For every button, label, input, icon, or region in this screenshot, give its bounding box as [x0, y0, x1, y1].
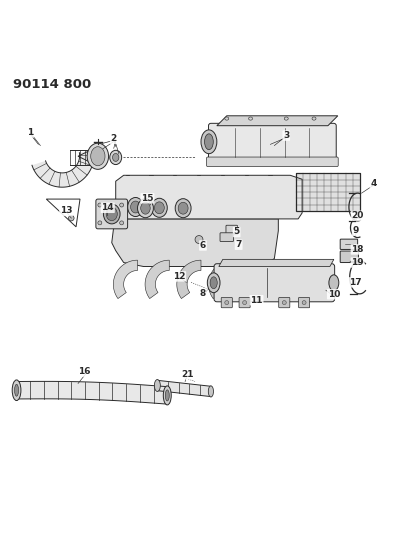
Text: 18: 18: [351, 245, 364, 254]
Text: 1: 1: [27, 128, 33, 137]
Polygon shape: [17, 382, 167, 404]
Ellipse shape: [138, 199, 153, 217]
Bar: [296, 173, 360, 211]
Ellipse shape: [151, 198, 167, 217]
Ellipse shape: [163, 386, 171, 405]
FancyBboxPatch shape: [220, 233, 234, 241]
Ellipse shape: [141, 202, 150, 214]
Text: 15: 15: [141, 194, 154, 203]
Text: 10: 10: [328, 290, 340, 299]
Text: 20: 20: [351, 211, 364, 220]
Polygon shape: [177, 260, 201, 298]
Ellipse shape: [175, 199, 191, 217]
Ellipse shape: [329, 275, 339, 290]
Ellipse shape: [87, 143, 109, 169]
Circle shape: [302, 301, 306, 304]
Circle shape: [98, 203, 102, 207]
Circle shape: [98, 221, 102, 225]
Text: 17: 17: [349, 278, 362, 287]
FancyBboxPatch shape: [226, 225, 238, 235]
Polygon shape: [217, 116, 338, 126]
Text: 9: 9: [353, 227, 359, 235]
Text: 5: 5: [234, 228, 240, 237]
Text: 90114 800: 90114 800: [13, 78, 91, 91]
Ellipse shape: [165, 390, 169, 401]
Text: 8: 8: [200, 289, 206, 298]
FancyBboxPatch shape: [221, 297, 232, 308]
Circle shape: [120, 221, 124, 225]
Ellipse shape: [154, 202, 164, 214]
Circle shape: [225, 301, 229, 304]
FancyBboxPatch shape: [279, 297, 290, 308]
FancyBboxPatch shape: [207, 157, 338, 166]
Text: 3: 3: [283, 131, 289, 140]
Ellipse shape: [284, 117, 288, 120]
Text: 21: 21: [181, 370, 193, 379]
Ellipse shape: [201, 130, 217, 154]
Text: 12: 12: [173, 272, 185, 281]
Text: 7: 7: [236, 240, 242, 249]
Polygon shape: [112, 219, 278, 266]
Circle shape: [68, 215, 74, 221]
Text: 19: 19: [351, 258, 364, 267]
Polygon shape: [113, 260, 138, 298]
Polygon shape: [32, 150, 94, 187]
Text: 4: 4: [370, 179, 377, 188]
Polygon shape: [145, 260, 169, 298]
Ellipse shape: [205, 134, 213, 150]
Polygon shape: [116, 175, 302, 219]
Ellipse shape: [113, 154, 119, 161]
Ellipse shape: [249, 117, 253, 120]
Text: 11: 11: [250, 296, 263, 305]
FancyBboxPatch shape: [239, 297, 250, 308]
FancyBboxPatch shape: [340, 251, 359, 263]
Ellipse shape: [131, 201, 140, 213]
Text: 16: 16: [78, 367, 90, 376]
Ellipse shape: [106, 207, 117, 221]
Ellipse shape: [154, 379, 160, 391]
Ellipse shape: [210, 277, 217, 289]
Circle shape: [282, 301, 286, 304]
Polygon shape: [209, 260, 233, 298]
Ellipse shape: [103, 204, 120, 224]
Ellipse shape: [178, 202, 188, 214]
FancyBboxPatch shape: [340, 239, 358, 249]
Circle shape: [195, 236, 203, 244]
Ellipse shape: [225, 117, 229, 120]
Polygon shape: [157, 381, 211, 397]
FancyBboxPatch shape: [298, 297, 310, 308]
Text: 14: 14: [101, 203, 114, 212]
FancyBboxPatch shape: [214, 264, 335, 302]
Polygon shape: [219, 260, 334, 266]
Ellipse shape: [12, 380, 21, 401]
Ellipse shape: [91, 147, 105, 166]
Ellipse shape: [312, 117, 316, 120]
Ellipse shape: [128, 198, 143, 216]
Ellipse shape: [110, 150, 122, 165]
Ellipse shape: [207, 273, 220, 293]
Ellipse shape: [15, 384, 19, 396]
Ellipse shape: [208, 386, 213, 397]
FancyBboxPatch shape: [209, 123, 336, 162]
Text: 13: 13: [60, 206, 72, 215]
Circle shape: [243, 301, 247, 304]
Circle shape: [120, 203, 124, 207]
Bar: [296, 173, 360, 211]
Text: 2: 2: [111, 134, 117, 143]
Text: 6: 6: [200, 241, 206, 250]
FancyBboxPatch shape: [96, 199, 128, 229]
